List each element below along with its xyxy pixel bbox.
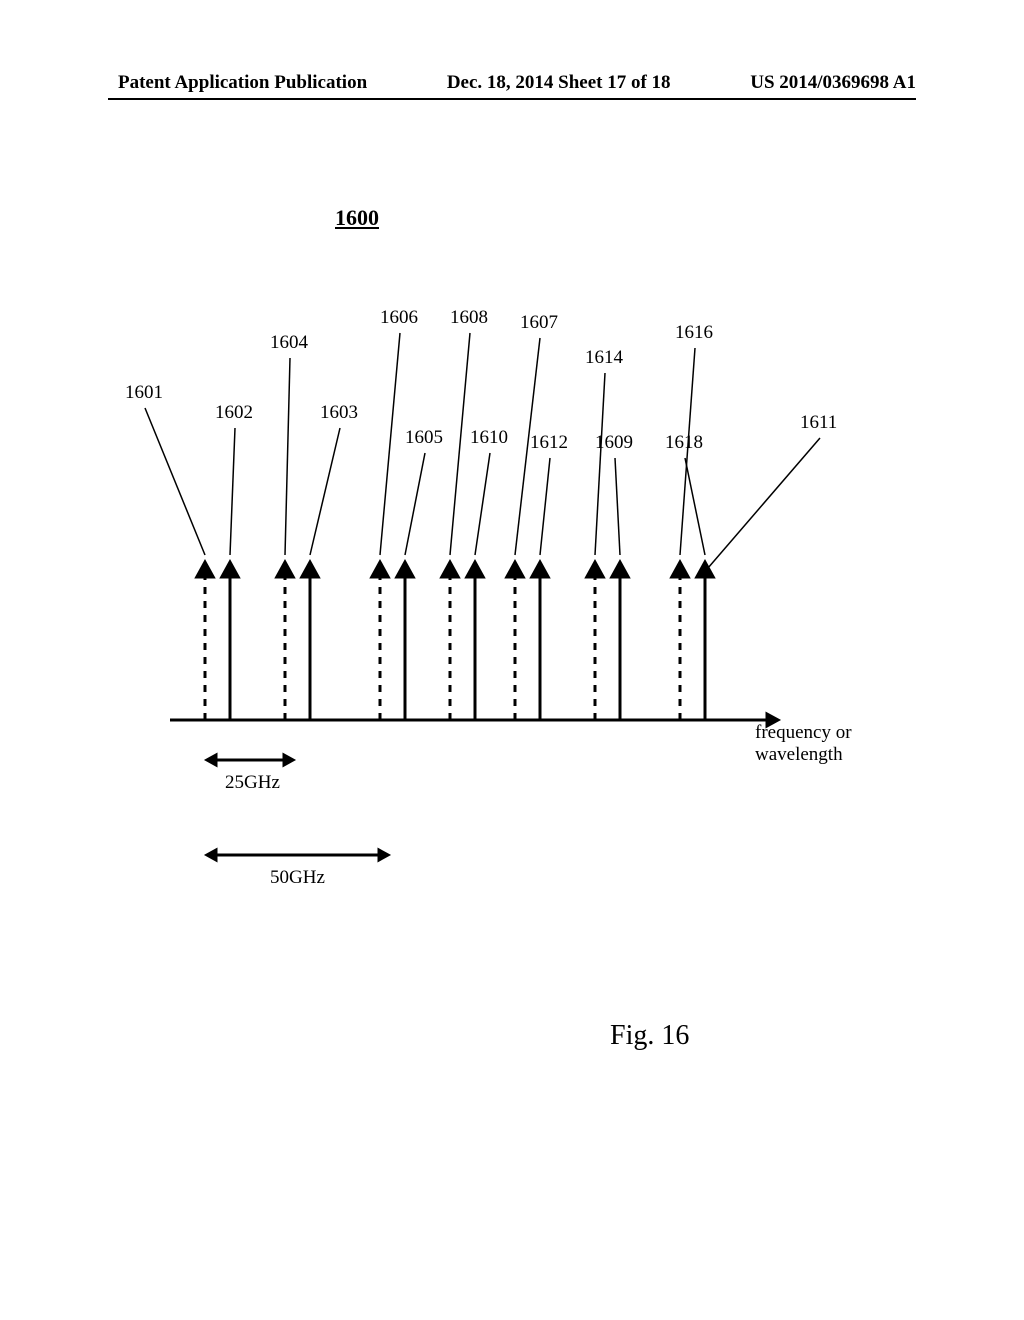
header-left: Patent Application Publication <box>118 72 367 94</box>
svg-text:1609: 1609 <box>595 432 633 453</box>
figure-caption: Fig. 16 <box>610 1020 689 1052</box>
svg-text:1604: 1604 <box>270 332 309 353</box>
svg-text:1612: 1612 <box>530 432 568 453</box>
header-right: US 2014/0369698 A1 <box>750 72 916 94</box>
svg-text:1614: 1614 <box>585 347 624 368</box>
svg-text:frequency or: frequency or <box>755 722 852 743</box>
svg-text:1616: 1616 <box>675 322 713 343</box>
svg-text:wavelength: wavelength <box>755 744 843 765</box>
svg-text:25GHz: 25GHz <box>225 772 280 793</box>
header-rule <box>108 98 916 100</box>
page: Patent Application Publication Dec. 18, … <box>0 0 1024 1320</box>
svg-text:1618: 1618 <box>665 432 703 453</box>
svg-text:50GHz: 50GHz <box>270 867 325 888</box>
svg-text:1605: 1605 <box>405 427 443 448</box>
svg-text:1606: 1606 <box>380 307 418 328</box>
svg-text:1611: 1611 <box>800 412 837 433</box>
chart-area: frequency orwavelength 1601 1602 1604 1603 16… <box>120 300 880 900</box>
svg-text:1607: 1607 <box>520 312 558 333</box>
svg-text:1601: 1601 <box>125 382 163 403</box>
header-center: Dec. 18, 2014 Sheet 17 of 18 <box>447 72 671 94</box>
patent-header: Patent Application Publication Dec. 18, … <box>0 72 1024 94</box>
svg-text:1603: 1603 <box>320 402 358 423</box>
svg-text:1610: 1610 <box>470 427 508 448</box>
chart-svg: frequency orwavelength 1601 1602 1604 1603 16… <box>120 300 880 900</box>
svg-text:1602: 1602 <box>215 402 253 423</box>
svg-text:1608: 1608 <box>450 307 488 328</box>
figure-number: 1600 <box>335 205 379 231</box>
